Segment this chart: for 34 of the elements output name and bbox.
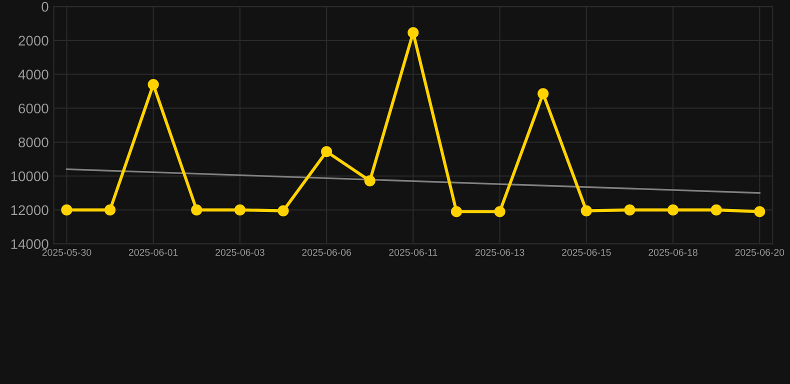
point bbox=[234, 204, 246, 216]
point bbox=[321, 146, 332, 158]
point bbox=[61, 204, 72, 216]
point bbox=[624, 204, 636, 216]
y-tick-label: 12000 bbox=[11, 205, 48, 216]
point bbox=[754, 206, 766, 218]
x-tick-label: 2025-06-15 bbox=[562, 248, 611, 256]
point bbox=[450, 206, 462, 218]
point bbox=[408, 27, 419, 38]
x-tick-label: 2025-06-20 bbox=[735, 248, 784, 256]
x-tick-label: 2025-06-01 bbox=[128, 248, 178, 256]
x-tick-label: 2025-06-06 bbox=[302, 248, 351, 256]
x-tick-label: 2025-06-03 bbox=[216, 248, 264, 256]
x-tick-label: 2025-06-11 bbox=[389, 248, 438, 256]
point bbox=[710, 204, 722, 216]
y-tick-label: 10000 bbox=[11, 171, 48, 182]
y-tick-label: 2000 bbox=[18, 36, 48, 46]
point bbox=[494, 206, 506, 218]
y-tick-label: 8000 bbox=[18, 137, 48, 148]
x-tick-label: 2025-05-30 bbox=[42, 248, 92, 256]
y-tick-label: 14000 bbox=[11, 239, 48, 250]
x-tick-label: 2025-06-13 bbox=[475, 248, 524, 256]
x-tick-label: 2025-06-18 bbox=[648, 248, 698, 256]
point bbox=[580, 205, 592, 216]
point bbox=[104, 204, 116, 216]
point bbox=[364, 175, 376, 186]
y-tick-label: 0 bbox=[42, 2, 48, 12]
point bbox=[148, 78, 159, 90]
point bbox=[667, 204, 679, 216]
point bbox=[191, 204, 202, 216]
y-tick-label: 6000 bbox=[18, 104, 48, 114]
point bbox=[538, 88, 549, 100]
point bbox=[278, 205, 289, 216]
y-tick-label: 4000 bbox=[18, 70, 48, 80]
